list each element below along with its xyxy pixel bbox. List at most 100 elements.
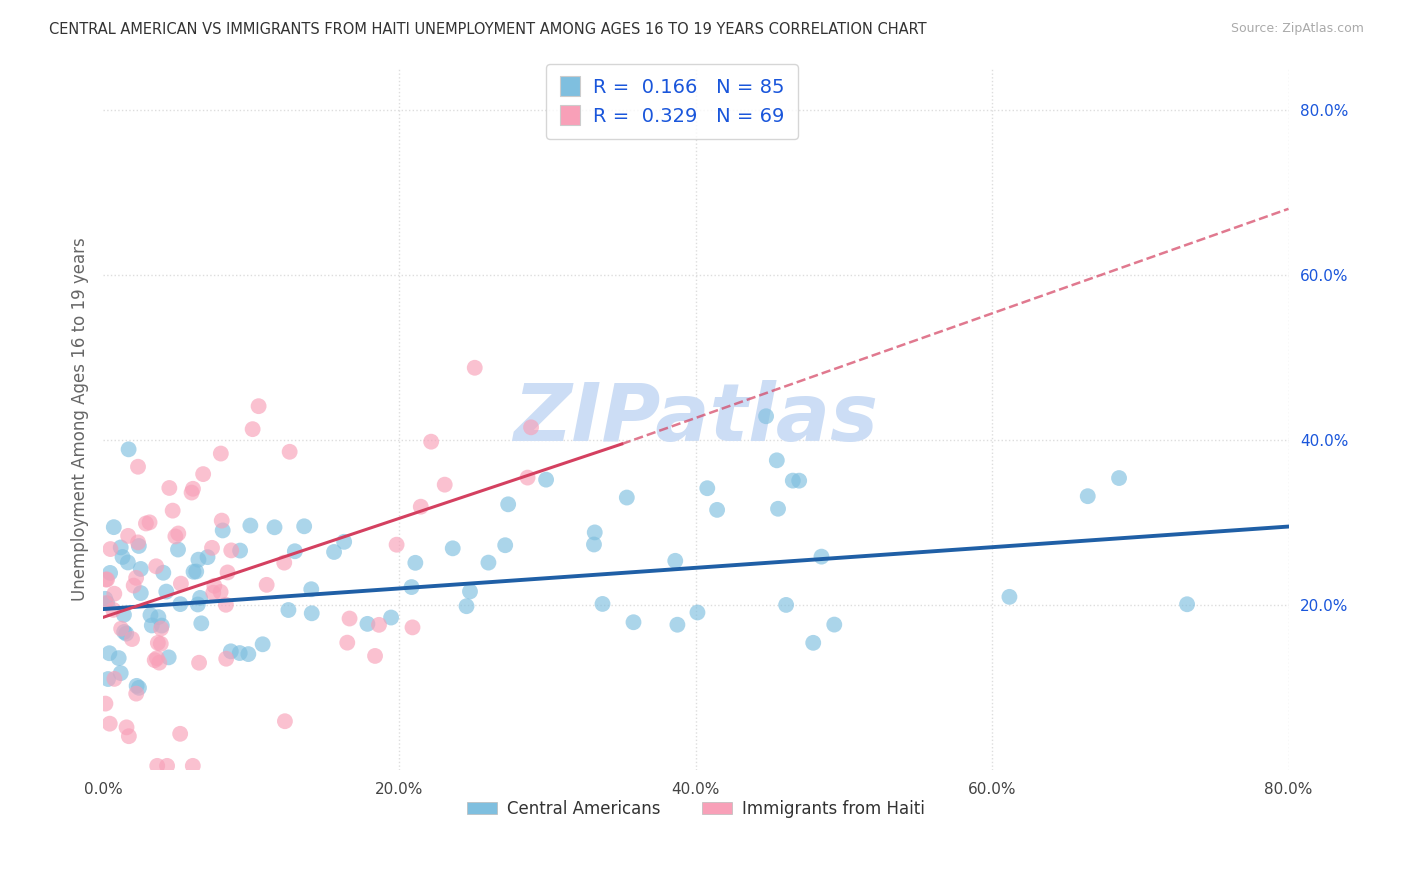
Point [242,422,264,436]
Point [103,587,125,601]
Point [115,626,138,640]
Point [146,759,169,773]
Point [441,541,464,556]
Point [404,556,426,570]
Point [215,598,238,612]
Point [284,544,307,558]
Point [135,516,157,531]
Point [191,467,214,482]
Point [181,482,204,496]
Point [368,617,391,632]
Point [125,679,148,693]
Point [156,759,179,773]
Point [211,514,233,528]
Point [333,534,356,549]
Point [592,597,614,611]
Legend: Central Americans, Immigrants from Haiti: Central Americans, Immigrants from Haiti [460,794,932,825]
Point [516,470,538,484]
Point [157,481,180,495]
Point [229,543,252,558]
Point [765,453,787,467]
Point [456,599,478,614]
Point [94,591,117,606]
Point [534,473,557,487]
Point [183,565,205,579]
Point [117,556,139,570]
Point [117,529,139,543]
Point [1108,471,1130,485]
Point [110,666,132,681]
Point [582,537,605,551]
Point [782,474,804,488]
Point [433,477,456,491]
Point [148,610,170,624]
Point [458,584,481,599]
Point [256,578,278,592]
Point [219,644,242,658]
Point [263,520,285,534]
Point [129,562,152,576]
Point [228,646,250,660]
Point [98,646,121,660]
Text: CENTRAL AMERICAN VS IMMIGRANTS FROM HAITI UNEMPLOYMENT AMONG AGES 16 TO 19 YEARS: CENTRAL AMERICAN VS IMMIGRANTS FROM HAIT… [49,22,927,37]
Point [385,538,408,552]
Point [787,474,810,488]
Point [187,598,209,612]
Point [409,500,432,514]
Point [128,539,150,553]
Point [152,566,174,580]
Point [197,550,219,565]
Text: ZIPatlas: ZIPatlas [513,380,879,458]
Point [146,636,169,650]
Point [401,580,423,594]
Point [239,518,262,533]
Point [125,687,148,701]
Point [356,616,378,631]
Point [148,656,170,670]
Point [666,617,689,632]
Point [201,541,224,555]
Point [103,520,125,534]
Point [169,597,191,611]
Point [100,542,122,557]
Point [188,656,211,670]
Point [110,622,132,636]
Point [97,672,120,686]
Point [190,616,212,631]
Point [209,446,232,460]
Point [1077,489,1099,503]
Point [146,651,169,665]
Point [145,559,167,574]
Point [215,651,238,665]
Point [139,608,162,623]
Point [150,618,173,632]
Point [169,727,191,741]
Point [202,585,225,599]
Point [167,526,190,541]
Point [273,556,295,570]
Point [94,573,117,587]
Point [98,566,121,580]
Point [188,591,211,605]
Point [186,565,208,579]
Point [118,729,141,743]
Point [420,434,443,449]
Point [1175,597,1198,611]
Point [219,543,242,558]
Point [162,503,184,517]
Point [122,578,145,592]
Point [217,566,239,580]
Point [211,524,233,538]
Point [494,538,516,552]
Point [110,541,132,555]
Point [477,556,499,570]
Point [706,503,728,517]
Point [339,611,361,625]
Point [181,759,204,773]
Point [128,681,150,695]
Point [157,650,180,665]
Point [278,444,301,458]
Point [98,716,121,731]
Point [664,554,686,568]
Point [117,442,139,457]
